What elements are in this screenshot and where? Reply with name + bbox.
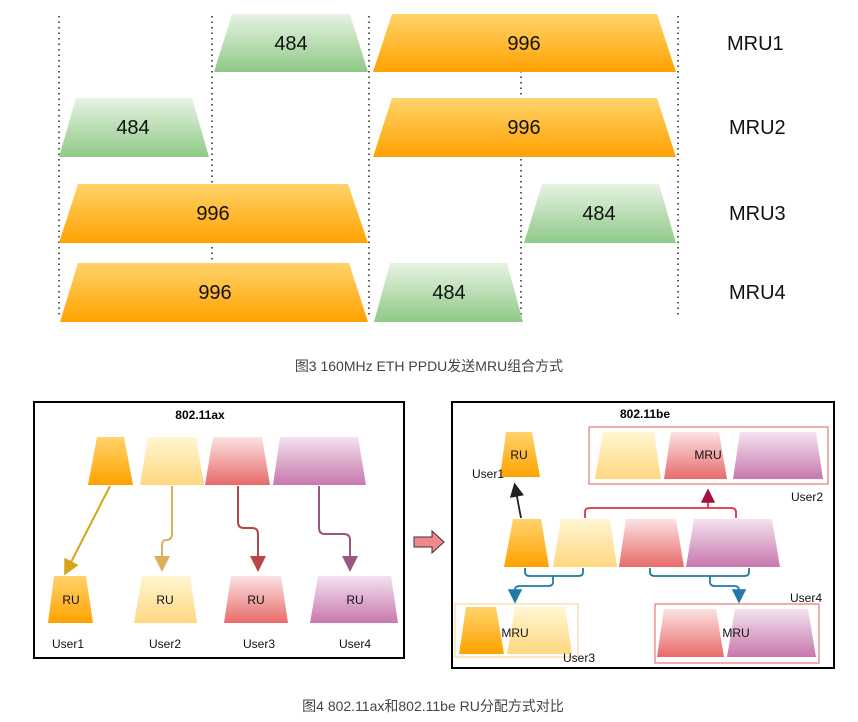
ax-top-block-purple: [273, 437, 366, 485]
be-mru-block-yellow: [507, 607, 572, 654]
be-mru-label: MRU: [501, 626, 528, 640]
be-ru-block-user1: [500, 432, 540, 477]
be-mid-block-purple: [686, 519, 780, 567]
mru-row-label: MRU4: [729, 282, 786, 304]
ax-ru-block-user4: [310, 576, 398, 623]
be-mru-label: MRU: [694, 448, 721, 462]
ax-user-label: User1: [52, 637, 84, 651]
mru-row-3: 996 484 MRU3: [59, 184, 786, 243]
mru-row-1: 484 996 MRU1: [214, 14, 784, 72]
ax-top-block-orange: [88, 437, 133, 485]
ax-top-block-red: [205, 437, 270, 485]
be-user-label-1: User1: [472, 467, 504, 481]
figure3: 484 996 MRU1 484 996 MRU2 996 484 MRU3 9…: [58, 14, 786, 374]
be-mru-block-purple: [733, 432, 823, 479]
ax-ru-label: RU: [346, 593, 363, 607]
ax-ru-label: RU: [247, 593, 264, 607]
ax-panel-title: 802.11ax: [175, 408, 225, 422]
ru-block-label: 484: [274, 33, 307, 55]
ax-user-label: User2: [149, 637, 181, 651]
ru-block-484: [374, 263, 523, 322]
ru-block-484: [214, 14, 368, 72]
ru-block-label: 484: [432, 282, 465, 304]
be-mid-block-orange: [504, 519, 549, 567]
be-mru-block-red: [657, 609, 724, 657]
figure4-caption: 图4 802.11ax和802.11be RU分配方式对比: [302, 698, 564, 714]
be-user-label-3: User3: [563, 651, 595, 665]
ru-block-label: 996: [198, 282, 231, 304]
be-ru-label: RU: [510, 448, 527, 462]
be-mru-block-orange: [459, 607, 504, 654]
ax-ru-block-user2: [134, 576, 197, 623]
be-arrow-user4: [649, 568, 749, 600]
mru-row-4: 996 484 MRU4: [60, 263, 786, 322]
ax-user-label: User3: [243, 637, 275, 651]
ax-top-block-yellow: [140, 437, 204, 485]
be-mru-box-user4: [654, 603, 820, 664]
be-mru-block-red: [664, 432, 727, 479]
be-mid-block-red: [619, 519, 684, 567]
ax-arrow-user1: [64, 485, 111, 576]
ax-arrow-user4: [318, 486, 358, 572]
be-mru-label: MRU: [722, 626, 749, 640]
be-panel: 802.11be RU User1 MRU User2 MRU User3: [451, 401, 835, 669]
ru-block-996: [373, 98, 676, 157]
be-arrow-user3: [515, 568, 584, 600]
be-user-label-2: User2: [791, 490, 823, 504]
mru-row-label: MRU2: [729, 117, 786, 139]
mru-row-label: MRU1: [727, 33, 784, 55]
ru-block-label: 484: [116, 117, 149, 139]
be-mru-box-user2: [588, 426, 829, 485]
ru-block-996: [373, 14, 676, 72]
ax-arrow-user3: [237, 486, 266, 572]
be-mru-block-yellow: [595, 432, 661, 479]
be-arrow-user1: [509, 482, 525, 519]
transition-arrow-icon: [413, 529, 445, 555]
ru-block-label: 996: [196, 203, 229, 225]
ax-arrow-user2: [154, 486, 173, 572]
be-mru-box-user3: [454, 603, 579, 658]
ax-ru-block-user1: [48, 576, 93, 623]
ru-block-label: 996: [507, 33, 540, 55]
ru-block-label: 996: [507, 117, 540, 139]
mru-row-2: 484 996 MRU2: [59, 98, 786, 157]
ru-block-996: [60, 263, 368, 322]
ax-user-label: User4: [339, 637, 371, 651]
ax-ru-label: RU: [62, 593, 79, 607]
ru-block-996: [59, 184, 368, 243]
be-user-label-4: User4: [790, 591, 822, 605]
ax-panel: 802.11ax RU RU RU RU User1 User2 User3 U…: [33, 401, 405, 659]
be-panel-title: 802.11be: [620, 407, 670, 421]
ax-ru-block-user3: [224, 576, 288, 623]
figure3-caption: 图3 160MHz ETH PPDU发送MRU组合方式: [295, 358, 563, 374]
ax-ru-label: RU: [156, 593, 173, 607]
ru-block-484: [524, 184, 676, 243]
ru-block-484: [59, 98, 209, 157]
be-mid-block-yellow: [553, 519, 617, 567]
mru-row-label: MRU3: [729, 203, 786, 225]
be-mru-block-purple: [727, 609, 816, 657]
ru-block-label: 484: [582, 203, 615, 225]
